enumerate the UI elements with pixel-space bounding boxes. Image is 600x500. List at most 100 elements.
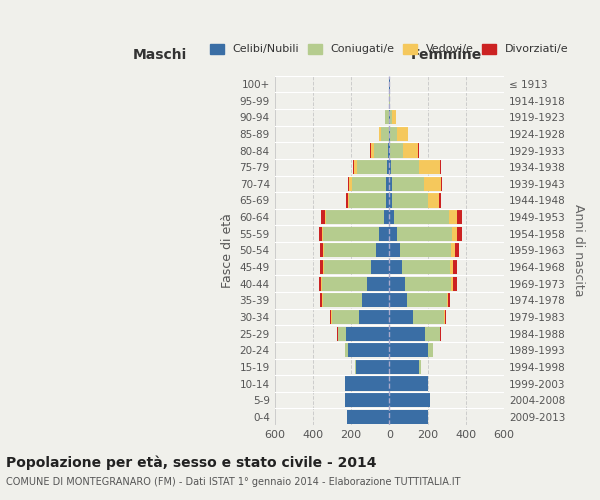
Bar — [381, 127, 389, 141]
Bar — [440, 326, 441, 340]
Bar — [337, 326, 338, 340]
Y-axis label: Fasce di età: Fasce di età — [221, 213, 234, 288]
Bar — [353, 160, 354, 174]
Bar — [346, 376, 389, 390]
Bar — [346, 393, 389, 407]
Bar — [379, 127, 381, 141]
Bar — [440, 160, 442, 174]
Bar — [445, 310, 446, 324]
Bar — [319, 226, 322, 241]
Bar — [451, 260, 454, 274]
Bar — [388, 144, 389, 158]
Bar — [403, 144, 418, 158]
Text: Maschi: Maschi — [133, 48, 187, 62]
Bar — [400, 244, 451, 258]
Text: Femmine: Femmine — [411, 48, 482, 62]
Bar — [374, 144, 388, 158]
Bar — [454, 276, 457, 290]
Bar — [325, 260, 371, 274]
Bar — [347, 194, 349, 207]
Bar — [357, 160, 388, 174]
Bar — [346, 343, 348, 357]
Bar — [389, 244, 400, 258]
Bar — [389, 110, 392, 124]
Y-axis label: Anni di nascita: Anni di nascita — [572, 204, 585, 296]
Bar — [371, 260, 389, 274]
Bar — [330, 310, 331, 324]
Bar — [371, 144, 374, 158]
Bar — [386, 176, 389, 191]
Bar — [385, 110, 389, 124]
Text: COMUNE DI MONTEGRANARO (FM) - Dati ISTAT 1° gennaio 2014 - Elaborazione TUTTITAL: COMUNE DI MONTEGRANARO (FM) - Dati ISTAT… — [6, 477, 461, 487]
Bar — [428, 194, 439, 207]
Bar — [338, 326, 346, 340]
Bar — [448, 293, 450, 308]
Bar — [390, 144, 403, 158]
Bar — [383, 210, 389, 224]
Bar — [389, 194, 392, 207]
Bar — [323, 226, 379, 241]
Bar — [397, 127, 408, 141]
Bar — [424, 176, 441, 191]
Bar — [388, 160, 389, 174]
Bar — [390, 127, 397, 141]
Bar — [323, 260, 325, 274]
Bar — [389, 360, 419, 374]
Bar — [389, 343, 428, 357]
Bar — [419, 360, 421, 374]
Bar — [389, 210, 394, 224]
Bar — [349, 176, 352, 191]
Bar — [347, 410, 389, 424]
Bar — [397, 226, 452, 241]
Bar — [332, 310, 359, 324]
Bar — [386, 194, 389, 207]
Bar — [322, 293, 323, 308]
Bar — [389, 160, 391, 174]
Bar — [348, 176, 349, 191]
Bar — [439, 194, 441, 207]
Bar — [389, 376, 428, 390]
Bar — [389, 176, 392, 191]
Bar — [320, 244, 323, 258]
Bar — [325, 210, 326, 224]
Bar — [454, 260, 457, 274]
Bar — [402, 260, 451, 274]
Bar — [352, 176, 386, 191]
Bar — [319, 276, 322, 290]
Bar — [325, 244, 376, 258]
Bar — [418, 144, 419, 158]
Bar — [455, 244, 459, 258]
Bar — [331, 310, 332, 324]
Bar — [404, 276, 451, 290]
Bar — [389, 276, 404, 290]
Bar — [392, 194, 428, 207]
Bar — [407, 293, 446, 308]
Bar — [389, 410, 428, 424]
Bar — [452, 226, 457, 241]
Bar — [389, 393, 430, 407]
Bar — [322, 276, 367, 290]
Bar — [444, 310, 445, 324]
Bar — [322, 226, 323, 241]
Bar — [320, 293, 322, 308]
Bar — [425, 326, 440, 340]
Bar — [389, 260, 402, 274]
Bar — [392, 176, 424, 191]
Bar — [354, 160, 357, 174]
Bar — [349, 194, 386, 207]
Bar — [379, 226, 389, 241]
Bar — [346, 326, 389, 340]
Bar — [394, 210, 449, 224]
Bar — [389, 326, 425, 340]
Bar — [323, 293, 362, 308]
Bar — [362, 293, 389, 308]
Text: Popolazione per età, sesso e stato civile - 2014: Popolazione per età, sesso e stato civil… — [6, 456, 377, 470]
Bar — [413, 310, 444, 324]
Bar — [392, 110, 396, 124]
Bar — [348, 343, 389, 357]
Bar — [355, 360, 356, 374]
Bar — [326, 210, 383, 224]
Bar — [389, 310, 413, 324]
Bar — [376, 244, 389, 258]
Bar — [370, 144, 371, 158]
